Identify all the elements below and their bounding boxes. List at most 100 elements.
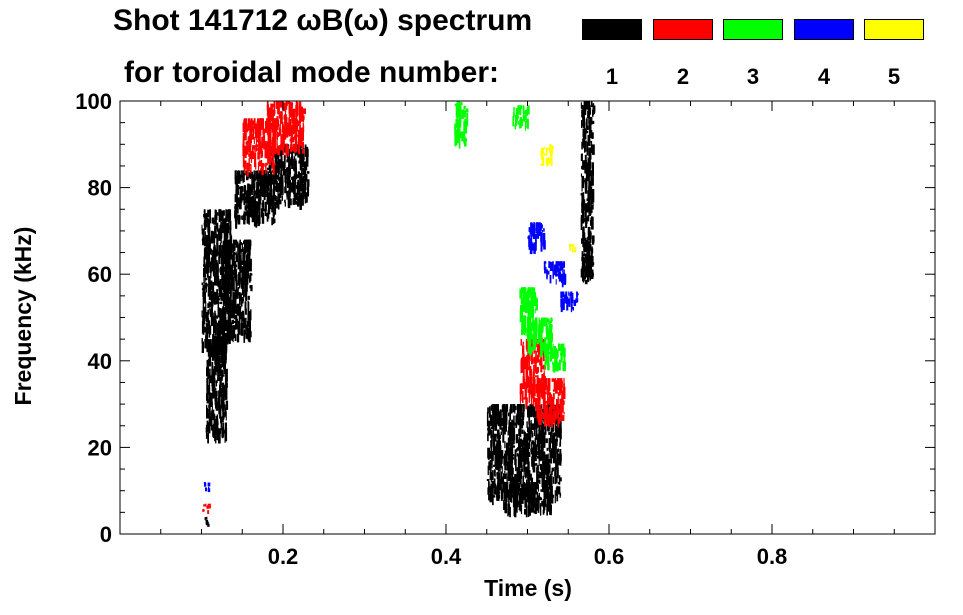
spectrum-speck — [533, 406, 536, 411]
spectrum-speck — [209, 217, 212, 224]
spectrum-speck — [510, 485, 513, 495]
spectrum-speck — [538, 445, 541, 453]
legend-swatch-1 — [582, 19, 642, 40]
spectrum-speck — [226, 276, 229, 288]
spectrum-speck — [551, 429, 553, 444]
spectrum-speck — [559, 359, 561, 366]
spectrum-speck — [250, 123, 253, 128]
spectrum-speck — [273, 118, 277, 125]
spectrum-speck — [580, 214, 583, 226]
spectrum-speck — [508, 448, 510, 459]
spectrum-speck — [206, 411, 208, 418]
spectrum-speck — [543, 261, 546, 270]
spectrum-speck — [219, 225, 223, 239]
spectrum-speck — [212, 290, 215, 303]
spectrum-speck — [271, 195, 274, 206]
spectrum-speck — [208, 404, 210, 408]
spectrum-speck — [543, 350, 545, 362]
spectrum-speck — [213, 413, 216, 417]
spectrum-speck — [528, 239, 532, 250]
spectrum-speck — [223, 370, 226, 374]
spectrum-speck — [518, 471, 521, 474]
spectrum-speck — [563, 411, 565, 415]
spectrum-speck — [545, 261, 547, 264]
spectrum-speck — [490, 442, 493, 457]
spectrum-speck — [522, 451, 526, 455]
spectrum-speck — [304, 193, 307, 204]
spectrum-speck — [222, 271, 225, 275]
spectrum-speck — [547, 459, 550, 470]
spectrum-speck — [524, 358, 527, 369]
spectrum-speck — [523, 107, 525, 115]
spectrum-speck — [584, 133, 586, 139]
spectrum-speck — [219, 308, 222, 321]
spectrum-speck — [589, 156, 591, 170]
spectrum-speck — [587, 236, 589, 250]
spectrum-speck — [498, 440, 501, 453]
spectrum-speck — [248, 184, 251, 188]
spectrum-speck — [541, 474, 543, 488]
spectrum-speck — [561, 379, 563, 387]
spectrum-speck — [204, 268, 206, 272]
spectrum-speck — [535, 234, 537, 244]
spectrum-speck — [541, 385, 544, 393]
spectrum-speck — [222, 409, 224, 423]
spectrum-speck — [531, 433, 534, 438]
spectrum-speck — [242, 215, 244, 221]
spectrum-speck — [256, 121, 258, 130]
spectrum-speck — [559, 382, 561, 396]
spectrum-speck — [527, 426, 529, 432]
spectrum-speck — [560, 384, 562, 393]
spectrum-speck — [303, 194, 307, 197]
spectrum-speck — [508, 412, 510, 417]
spectrum-speck — [291, 102, 294, 106]
spectrum-speck — [243, 188, 246, 202]
spectrum-speck — [555, 378, 557, 384]
spectrum-speck — [526, 397, 528, 410]
spectrum-speck — [280, 136, 283, 139]
spectrum-speck — [536, 340, 540, 345]
spectrum-speck — [214, 377, 216, 388]
spectrum-speck — [555, 487, 558, 496]
spectrum-speck — [303, 181, 307, 191]
spectrum-speck — [587, 163, 590, 171]
spectrum-speck — [494, 445, 496, 453]
spectrum-speck — [490, 474, 492, 483]
spectrum-speck — [547, 408, 549, 415]
spectrum-speck — [254, 180, 256, 189]
spectrum-speck — [234, 239, 237, 246]
spectrum-speck — [214, 248, 217, 257]
spectrum-speck — [458, 114, 461, 125]
spectrum-speck — [204, 231, 206, 237]
spectrum-speck — [216, 222, 219, 232]
spectrum-speck — [214, 388, 217, 391]
spectrum-speck — [496, 449, 499, 462]
spectrum-speck — [233, 265, 236, 278]
spectrum-speck — [223, 279, 226, 292]
y-tick-label: 0 — [100, 522, 112, 547]
spectrum-speck — [536, 499, 540, 504]
spectrum-speck — [225, 247, 228, 253]
spectrum-speck — [549, 410, 552, 424]
spectrum-speck — [204, 252, 206, 258]
spectrum-speck — [223, 404, 226, 409]
spectrum-speck — [205, 424, 208, 439]
spectrum-speck — [514, 124, 517, 130]
spectrum-speck — [545, 347, 547, 357]
spectrum-speck — [220, 416, 223, 423]
spectrum-speck — [255, 188, 259, 195]
spectrum-speck — [279, 101, 283, 108]
spectrum-speck — [216, 358, 218, 371]
series-n2-region-5 — [202, 503, 211, 514]
spectrum-speck — [209, 356, 212, 359]
spectrum-speck — [233, 239, 235, 245]
spectrum-speck — [553, 378, 556, 390]
spectrum-speck — [556, 468, 559, 479]
spectrum-speck — [547, 453, 549, 465]
spectrum-speck — [234, 170, 237, 180]
spectrum-speck — [550, 348, 553, 355]
spectrum-speck — [575, 300, 578, 303]
spectrum-speck — [507, 430, 509, 436]
spectrum-speck — [545, 400, 548, 404]
spectrum-speck — [461, 112, 465, 116]
